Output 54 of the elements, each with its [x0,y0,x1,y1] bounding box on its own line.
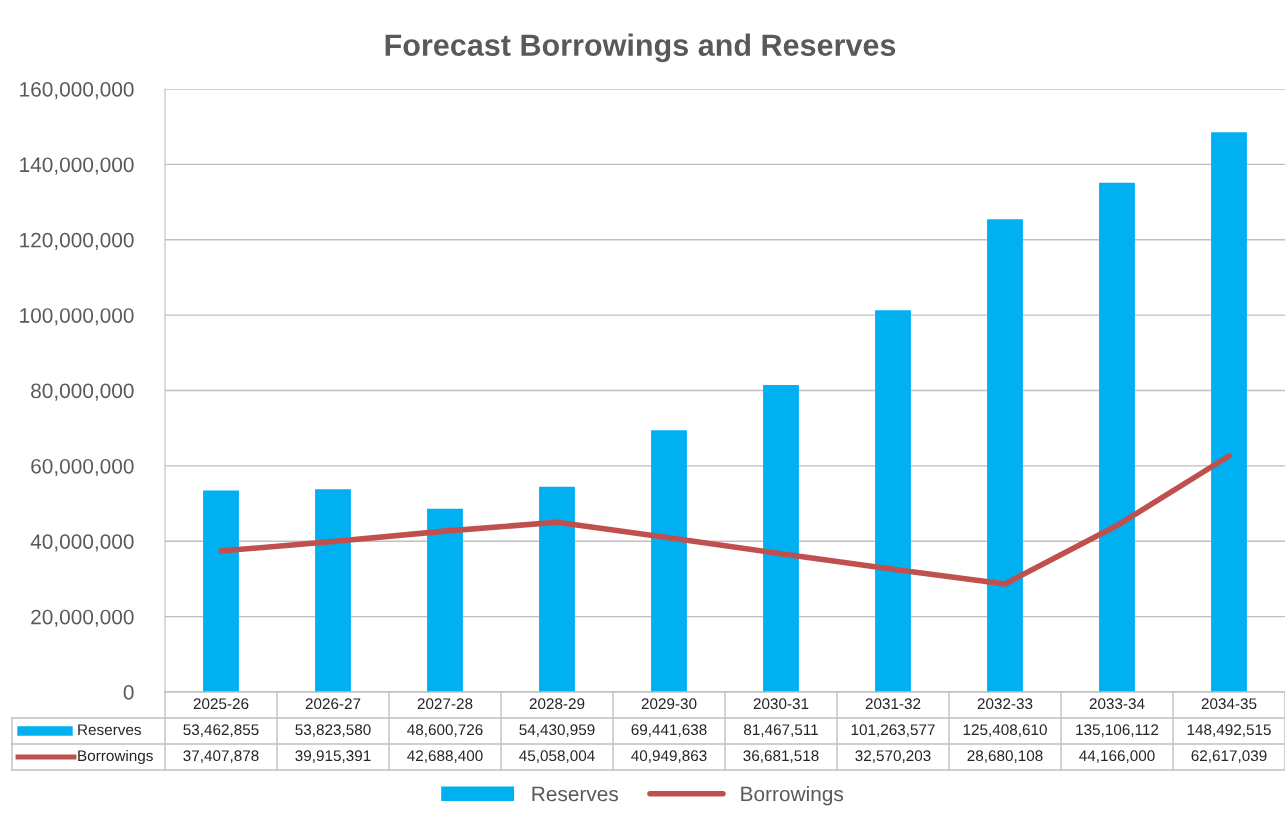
y-tick-label: 80,000,000 [31,383,134,401]
data-label: 32,570,203 [855,750,931,763]
data-label: 53,823,580 [295,724,371,737]
bar [651,430,687,692]
bar [539,486,575,692]
data-label: 125,408,610 [963,724,1047,737]
x-tick-label: 2031-32 [865,698,921,710]
y-tick-label: 160,000,000 [20,82,134,100]
x-tick-label: 2025-26 [193,698,249,710]
y-tick-label: 0 [123,685,134,700]
bar [763,384,799,692]
data-label: 42,688,400 [407,750,483,763]
data-label: 148,492,515 [1187,724,1271,737]
x-tick-label: 2034-35 [1201,698,1257,710]
bar [1099,182,1135,692]
data-label: 40,949,863 [631,750,707,763]
y-tick-label: 140,000,000 [20,157,134,175]
bar [427,508,463,692]
data-label: 45,058,004 [519,750,595,763]
bar [1211,132,1247,692]
bar [203,490,239,692]
y-tick-label: 60,000,000 [31,458,134,477]
y-tick-label: 20,000,000 [31,609,134,627]
data-label: 48,600,726 [407,724,483,737]
data-label: 36,681,518 [743,750,819,763]
data-label: 101,263,577 [851,724,935,737]
data-label: 81,467,511 [744,724,818,737]
x-tick-label: 2027-28 [417,698,473,710]
x-tick-label: 2029-30 [641,698,697,710]
data-label: 44,166,000 [1079,750,1155,763]
data-label: 69,441,638 [631,724,707,737]
y-tick-label: 40,000,000 [30,534,134,552]
text: Reserves [532,786,619,802]
chart-title: Forecast Borrowings and Reserves [385,33,896,63]
x-tick-label: 2028-29 [529,698,585,710]
x-tick-label: 2030-31 [753,698,809,710]
data-label: 37,407,878 [183,750,259,763]
y-tick-label: 120,000,000 [20,232,134,250]
data-label: 62,617,039 [1191,750,1267,763]
x-tick-label: 2032-33 [977,698,1033,710]
y-tick-label: 100,000,000 [20,308,134,326]
data-label: 39,915,391 [295,750,371,763]
legend-label: Borrowings [78,749,153,765]
data-label: 54,430,959 [519,724,595,737]
data-label: 53,462,855 [183,724,259,737]
data-label: 135,106,112 [1076,724,1159,737]
bar [875,310,911,692]
x-tick-label: 2033-34 [1089,698,1145,710]
x-tick-label: 2026-27 [305,698,361,710]
data-label: 28,680,108 [967,750,1043,763]
bar [315,489,351,692]
text: Borrowings [741,785,844,806]
legend-label: Reserves [78,724,141,736]
bar [987,219,1023,692]
